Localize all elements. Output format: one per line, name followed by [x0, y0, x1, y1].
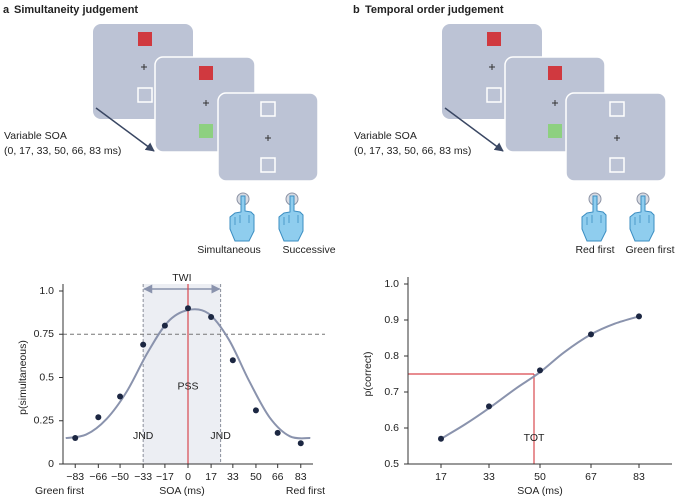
data-point: [208, 313, 215, 320]
x-tick-label: 50: [534, 471, 546, 483]
x-tick-label: −50: [111, 471, 129, 483]
x-tick-label: 33: [483, 471, 495, 483]
panel-title: Simultaneity judgement: [14, 4, 138, 16]
y-tick-label: 1.0: [384, 278, 399, 290]
x-end-label: Green first: [35, 485, 84, 497]
panel-title: Temporal order judgement: [365, 4, 504, 16]
y-axis-label: p(correct): [362, 352, 374, 397]
data-point: [537, 367, 543, 374]
pss-label: PSS: [177, 380, 198, 392]
data-point: [161, 322, 168, 329]
y-tick-label: 0: [48, 458, 54, 470]
x-tick-label: 17: [205, 471, 217, 483]
response-label: Red first: [575, 244, 614, 256]
data-point: [636, 313, 642, 320]
data-point: [297, 440, 304, 447]
soa-label: Variable SOA: [354, 130, 417, 142]
y-tick-label: 0.75: [34, 328, 55, 340]
panel-b-diagram: b Temporal order judgement Variable SOA …: [353, 4, 675, 256]
x-tick-label: 83: [295, 471, 307, 483]
panel-a-diagram: a Simultaneity judgement Variable SOA (0…: [3, 4, 336, 256]
y-tick-label: 0.25: [34, 415, 55, 427]
y-tick-label: 1.0: [39, 285, 54, 297]
panel-letter: b: [353, 4, 360, 16]
data-point: [486, 403, 492, 410]
x-tick-label: 83: [633, 471, 645, 483]
data-point: [229, 357, 236, 364]
x-tick-label: 50: [250, 471, 262, 483]
x-end-label: Red first: [286, 485, 325, 497]
soa-label: Variable SOA: [4, 130, 67, 142]
data-point: [274, 429, 281, 436]
x-axis-label: SOA (ms): [517, 485, 563, 497]
soa-values: (0, 17, 33, 50, 66, 83 ms): [354, 145, 471, 157]
y-tick-label: 0.7: [384, 386, 399, 398]
threshold-label: TOT: [524, 432, 545, 444]
data-point: [95, 414, 102, 421]
x-tick-label: 17: [435, 471, 447, 483]
x-axis-label: SOA (ms): [159, 485, 205, 497]
jnd-label: JND: [133, 430, 154, 442]
window-label: TWI: [172, 272, 191, 284]
x-tick-label: 0: [185, 471, 191, 483]
data-point: [140, 341, 147, 348]
fit-curve: [440, 315, 640, 440]
soa-values: (0, 17, 33, 50, 66, 83 ms): [4, 145, 121, 157]
y-tick-label: 0.5: [384, 458, 399, 470]
response-label: Successive: [282, 244, 335, 256]
x-tick-label: −66: [89, 471, 107, 483]
data-point: [252, 407, 259, 414]
y-axis-label: p(simultaneous): [17, 340, 29, 415]
y-tick-label: 0.9: [384, 314, 399, 326]
response-label: Green first: [625, 244, 674, 256]
y-tick-label: 0.5: [39, 371, 54, 383]
data-point: [117, 393, 124, 400]
x-tick-label: 66: [272, 471, 284, 483]
data-point: [438, 435, 444, 442]
x-tick-label: −83: [66, 471, 84, 483]
jnd-label: JND: [210, 430, 231, 442]
response-label: Simultaneous: [197, 244, 261, 256]
y-tick-label: 0.6: [384, 422, 399, 434]
x-tick-label: 67: [585, 471, 597, 483]
data-point: [185, 305, 191, 312]
x-tick-label: −17: [156, 471, 174, 483]
y-tick-label: 0.8: [384, 350, 399, 362]
data-point: [72, 435, 79, 442]
x-tick-label: 33: [227, 471, 239, 483]
x-tick-label: −33: [134, 471, 152, 483]
data-point: [588, 331, 594, 338]
panel-letter: a: [3, 4, 10, 16]
